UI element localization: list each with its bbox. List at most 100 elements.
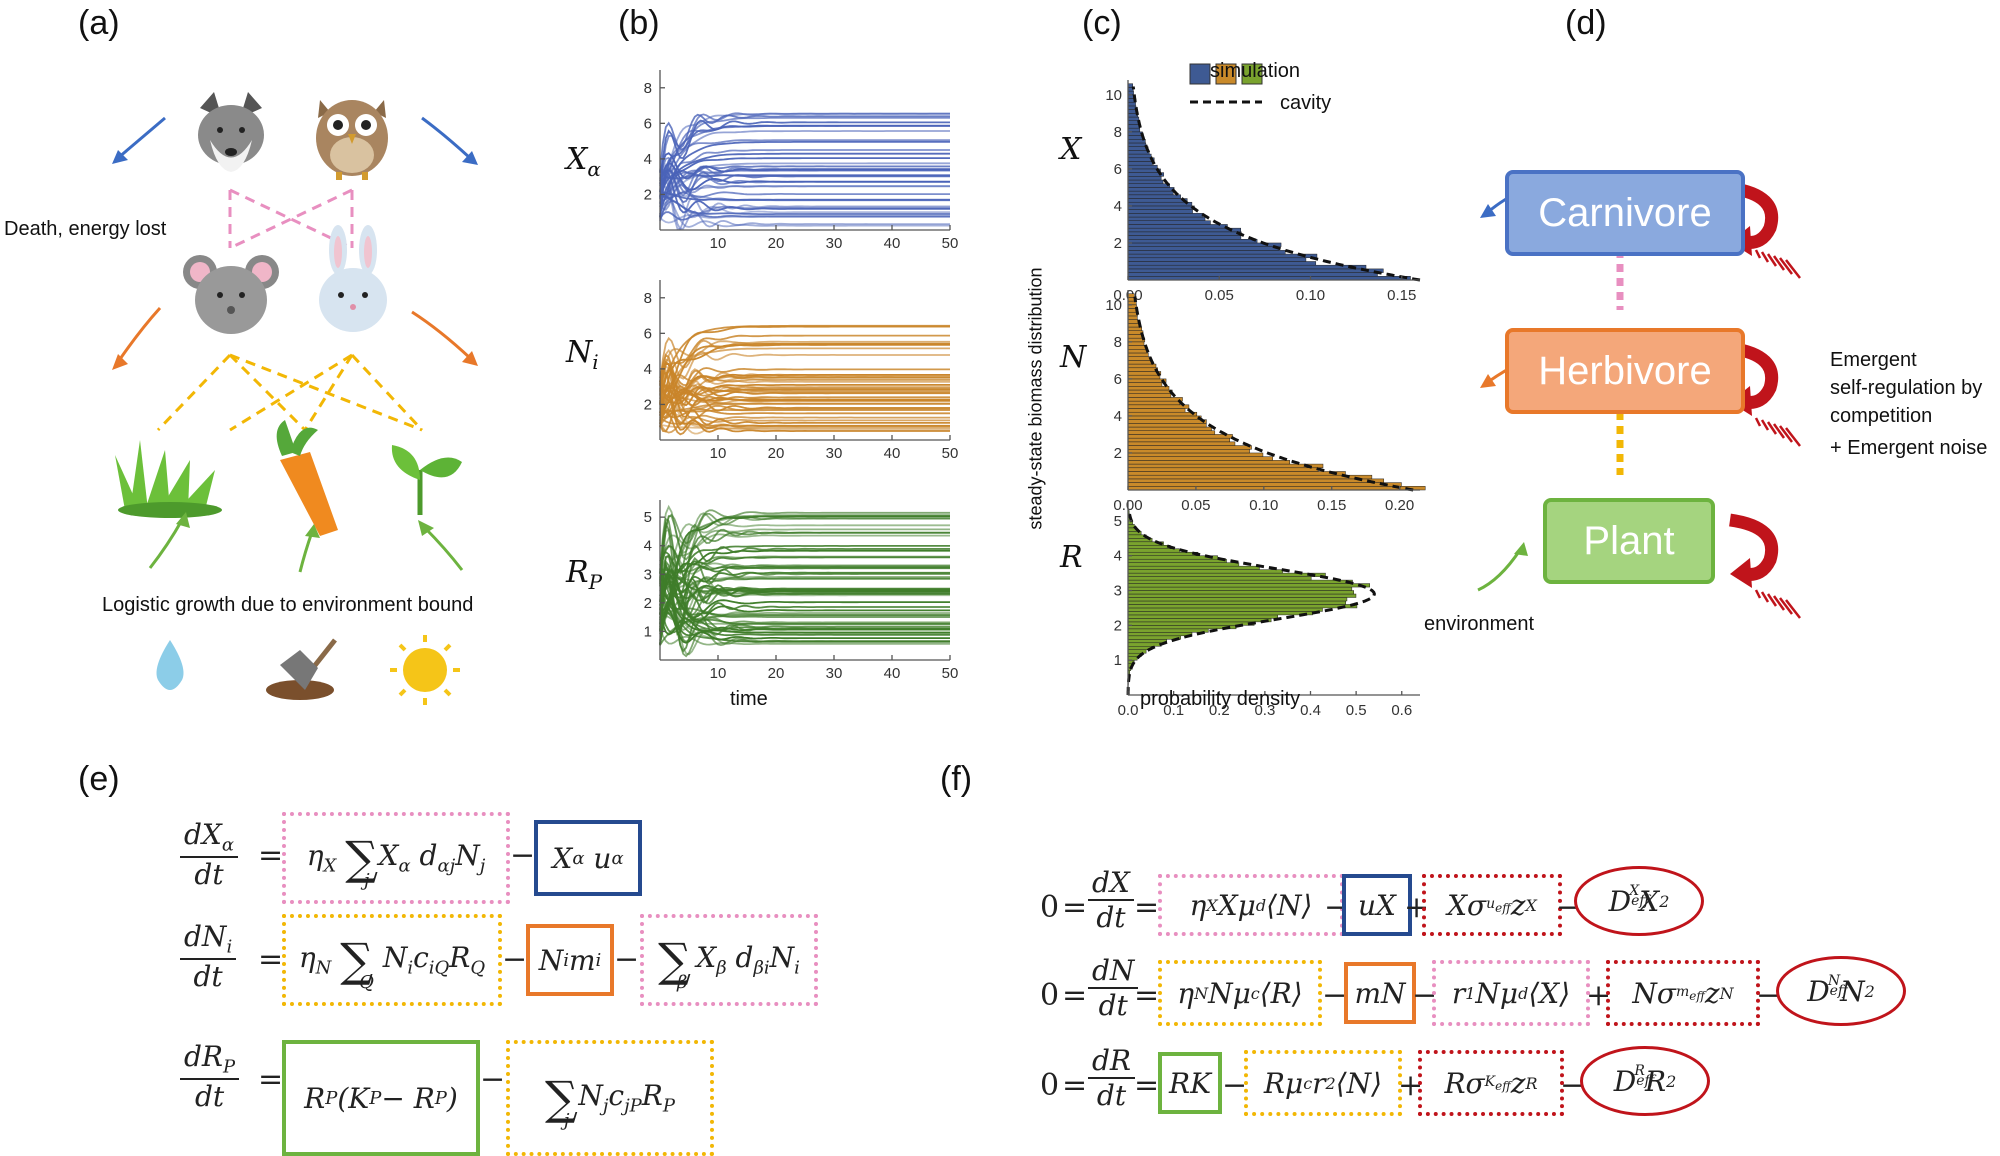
y-tick-label: 2 [1114, 445, 1122, 462]
side-label: steady-state biomass distribution [1026, 249, 1047, 549]
histogram-bar [1128, 475, 1372, 479]
x-tick-label: 10 [710, 235, 727, 252]
y-tick-label: 5 [644, 509, 652, 526]
x-tick-label: 40 [884, 665, 901, 682]
emergent-line-4: + Emergent noise [1830, 434, 1987, 462]
x-tick-label: 20 [768, 445, 785, 462]
carnivore-box: Carnivore [1505, 170, 1745, 256]
histogram-bar [1128, 601, 1346, 604]
histogram-bar [1128, 150, 1149, 154]
y-tick-label: 6 [1114, 161, 1122, 178]
histogram-bar [1128, 580, 1353, 583]
histogram-bar [1128, 102, 1136, 106]
x-tick-label: 30 [826, 665, 843, 682]
histogram-bar [1128, 479, 1384, 483]
y-tick-label: 2 [1114, 235, 1122, 252]
x-tick-label: 0.4 [1300, 702, 1321, 719]
water-drop-icon [157, 640, 184, 690]
trace-line [660, 552, 950, 572]
time-xlabel: time [730, 688, 768, 711]
legend-simulation: simulation [1210, 60, 1300, 83]
y-tick-label: 4 [644, 151, 652, 168]
legend-swatch [1190, 64, 1210, 84]
carrot-icon [277, 420, 338, 536]
histogram-bar [1128, 258, 1306, 262]
y-tick-label: 6 [644, 115, 652, 132]
shovel-icon [266, 640, 335, 700]
y-tick-label: 4 [1114, 548, 1122, 565]
histogram-bar [1128, 438, 1230, 442]
histogram-bar [1128, 549, 1180, 552]
histogram-bar [1128, 594, 1356, 597]
histogram-bar [1128, 622, 1254, 625]
emergent-line-1: Emergent [1830, 346, 1987, 374]
x-tick-label: 30 [826, 445, 843, 462]
histogram-bar [1128, 434, 1233, 438]
environment-text: environment [1424, 613, 1534, 636]
panel-label-e: (e) [78, 760, 120, 799]
histogram-bar [1128, 625, 1236, 628]
histogram-bar [1128, 584, 1370, 587]
histogram-bar [1128, 232, 1241, 236]
y-tick-label: 4 [1114, 408, 1122, 425]
x-tick-label: 0.15 [1387, 287, 1416, 304]
histogram-bar [1128, 611, 1313, 614]
histogram-bar [1128, 632, 1192, 635]
histogram-bar [1128, 449, 1250, 453]
eq-f-2-term2: mN [1344, 962, 1416, 1024]
n-traces [660, 326, 950, 435]
histogram-bar [1128, 320, 1138, 324]
eq-f-3-term1: RK [1158, 1052, 1222, 1114]
histogram-bar [1128, 566, 1259, 569]
panel-label-c: (c) [1082, 4, 1122, 43]
x-tick-label: 20 [768, 665, 785, 682]
x-tick-label: 0.05 [1205, 287, 1234, 304]
histogram-bar [1128, 353, 1148, 357]
y-tick-label: 10 [1105, 297, 1122, 314]
x-tick-label: 0.0 [1118, 702, 1139, 719]
y-tick-label: 5 [1114, 513, 1122, 530]
histogram-bar [1128, 349, 1147, 353]
histogram-bar [1128, 416, 1201, 420]
histogram-bar [1128, 165, 1157, 169]
histogram-bar [1128, 420, 1206, 424]
ylabel-x-alpha: Xα [566, 142, 601, 181]
histogram-bar [1128, 239, 1257, 243]
histogram-bar [1128, 446, 1252, 450]
x-tick-label: 40 [884, 445, 901, 462]
histogram-bar [1128, 615, 1278, 618]
herbivore-box: Herbivore [1505, 328, 1745, 414]
y-tick-label: 4 [644, 538, 652, 555]
histogram-bar [1128, 180, 1163, 184]
death-text: Death, energy lost [4, 218, 166, 241]
histogram-bar [1128, 176, 1161, 180]
histogram-bar [1128, 457, 1273, 461]
histogram-bar [1128, 269, 1383, 273]
histogram-bar [1128, 604, 1357, 607]
histogram-bar [1128, 316, 1137, 320]
plant-box: Plant [1543, 498, 1715, 584]
histogram-bar [1128, 639, 1167, 642]
histogram-bar [1128, 247, 1279, 251]
x-tick-label: 0.10 [1249, 497, 1278, 514]
sprout-icon [392, 445, 462, 515]
y-tick-label: 2 [644, 396, 652, 413]
eq-e-2-term1: ηN ∑Q NiciQRQ [282, 914, 502, 1006]
histogram-bar [1128, 401, 1180, 405]
eq-e-3-term2: ∑j NjcjPRP [506, 1040, 714, 1156]
histogram-bar [1128, 221, 1210, 225]
histogram-bar [1128, 598, 1347, 601]
grass-icon [115, 440, 222, 518]
y-tick-label: 8 [1114, 124, 1122, 141]
wolf-icon [198, 92, 264, 172]
legend-cavity: cavity [1280, 92, 1331, 115]
